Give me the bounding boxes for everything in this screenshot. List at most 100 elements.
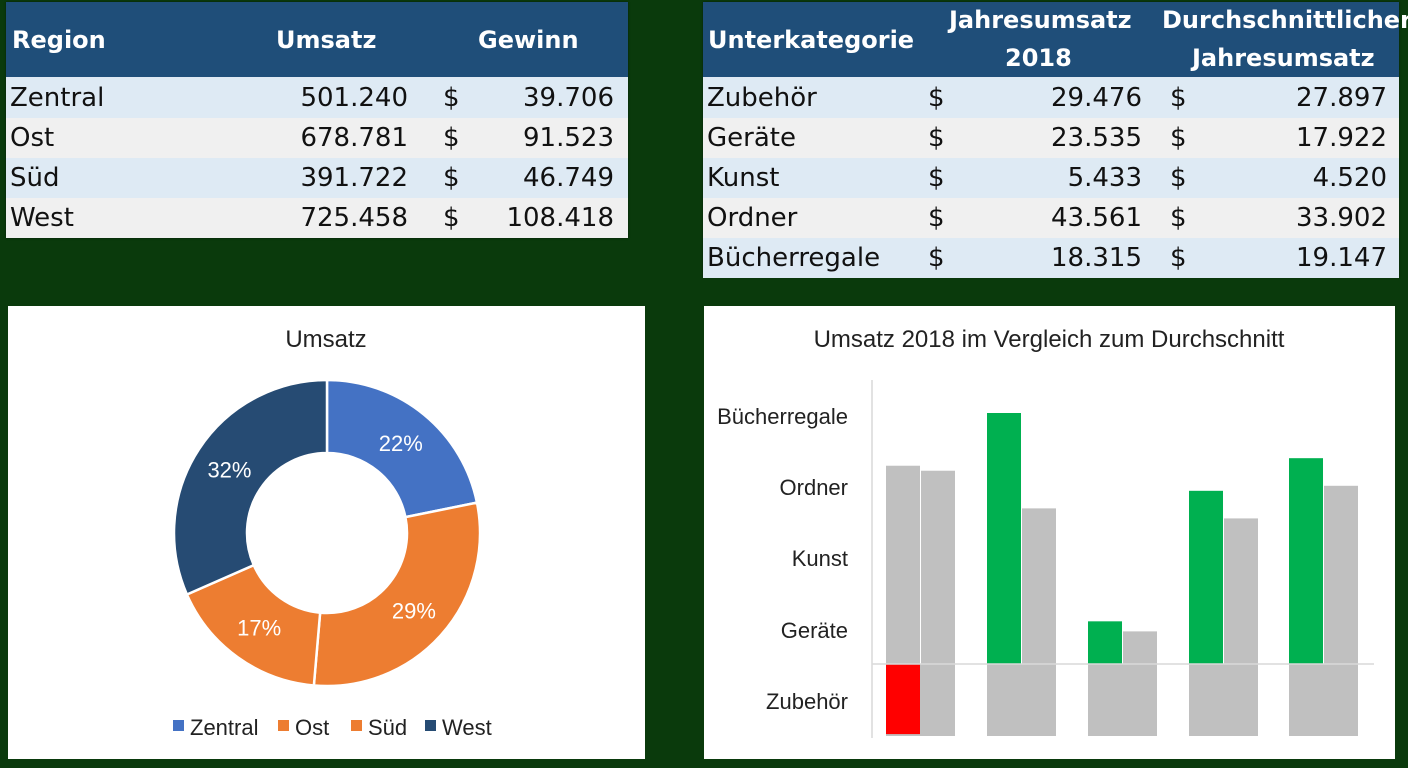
currency-sign: $ — [928, 203, 945, 233]
legend-swatch — [173, 720, 184, 731]
region-name: Ost — [10, 123, 55, 153]
subcat-name: Zubehör — [707, 83, 817, 113]
table-row: West 725.458 $ 108.418 — [6, 198, 628, 238]
donut-slice-zentral — [325, 378, 479, 519]
currency-sign: $ — [443, 123, 460, 153]
bar-average — [1224, 518, 1258, 664]
region-name: Süd — [10, 163, 60, 193]
bar-average — [1324, 485, 1358, 664]
bar-chart: Umsatz 2018 im Vergleich zum Durchschnit… — [717, 326, 1374, 738]
bar-2018-backdrop — [886, 465, 920, 664]
currency-sign: $ — [443, 203, 460, 233]
subcat-name: Kunst — [707, 163, 780, 193]
header-gewinn: Gewinn — [478, 26, 579, 54]
bar-average — [921, 470, 955, 664]
bar-2018 — [886, 664, 920, 735]
region-table-header: Region Umsatz Gewinn — [6, 2, 628, 77]
background-bar — [1189, 664, 1258, 736]
donut-chart: Umsatz 22% 29% 17% 32% Zentral Ost Süd West — [172, 326, 492, 740]
background-bar — [987, 664, 1056, 736]
chart-title: Umsatz — [285, 326, 366, 353]
region-umsatz: 725.458 — [300, 203, 408, 233]
header-durchschnitt-line1: Durchschnittlicher — [1162, 6, 1408, 34]
data-label: 29% — [392, 599, 436, 624]
background-bar — [1088, 664, 1157, 736]
subcat-name: Ordner — [707, 203, 798, 233]
header-jahresumsatz-line1: Jahresumsatz — [949, 6, 1132, 34]
region-umsatz: 678.781 — [300, 123, 408, 153]
subcat-2018: 23.535 — [1051, 123, 1142, 153]
region-gewinn: 108.418 — [506, 203, 614, 233]
subcat-2018: 18.315 — [1051, 243, 1142, 273]
bar-chart-card: Umsatz 2018 im Vergleich zum Durchschnit… — [704, 306, 1395, 759]
table-row: Geräte $ 23.535 $ 17.922 — [703, 118, 1399, 158]
currency-sign: $ — [928, 163, 945, 193]
legend-label: Süd — [368, 715, 407, 740]
currency-sign: $ — [443, 83, 460, 113]
subcat-avg: 33.902 — [1296, 203, 1387, 233]
region-gewinn: 39.706 — [523, 83, 614, 113]
table-row: Zubehör $ 29.476 $ 27.897 — [703, 78, 1399, 118]
currency-sign: $ — [1170, 243, 1187, 273]
table-row: Bücherregale $ 18.315 $ 19.147 — [703, 238, 1399, 278]
region-name: Zentral — [10, 83, 105, 113]
subcat-avg: 4.520 — [1312, 163, 1387, 193]
region-name: West — [10, 203, 74, 233]
header-unterkategorie: Unterkategorie — [708, 26, 915, 54]
bar-average — [1022, 508, 1056, 664]
region-gewinn: 46.749 — [523, 163, 614, 193]
currency-sign: $ — [928, 243, 945, 273]
y-tick-label: Zubehör — [766, 689, 848, 714]
table-row: Kunst $ 5.433 $ 4.520 — [703, 158, 1399, 198]
y-tick-label: Kunst — [792, 546, 848, 571]
legend-swatch — [425, 720, 436, 731]
y-tick-label: Bücherregale — [717, 404, 848, 429]
bar-2018 — [987, 413, 1021, 664]
table-row: Ost 678.781 $ 91.523 — [6, 118, 628, 158]
currency-sign: $ — [1170, 163, 1187, 193]
region-table: Region Umsatz Gewinn Zentral 501.240 $ 3… — [6, 2, 628, 238]
subcat-avg: 19.147 — [1296, 243, 1387, 273]
data-label: 32% — [207, 457, 251, 482]
legend-label: Zentral — [190, 715, 258, 740]
bar-2018 — [1088, 621, 1122, 664]
table-row: Süd 391.722 $ 46.749 — [6, 158, 628, 198]
data-label: 17% — [237, 616, 281, 641]
region-umsatz: 391.722 — [300, 163, 408, 193]
donut-chart-card: Umsatz 22% 29% 17% 32% Zentral Ost Süd West — [8, 306, 645, 759]
background-bar — [1289, 664, 1358, 736]
data-label: 22% — [379, 431, 423, 456]
header-region: Region — [12, 26, 106, 54]
subcat-2018: 43.561 — [1051, 203, 1142, 233]
y-tick-label: Ordner — [780, 475, 848, 500]
donut-slice-ost — [312, 501, 482, 688]
subcategory-table: Unterkategorie Jahresumsatz 2018 Durchsc… — [703, 2, 1408, 278]
table-row: Ordner $ 43.561 $ 33.902 — [703, 198, 1399, 238]
subcategory-table-header: Unterkategorie Jahresumsatz 2018 Durchsc… — [703, 2, 1408, 77]
region-umsatz: 501.240 — [300, 83, 408, 113]
bar-2018 — [1189, 490, 1223, 664]
subcat-avg: 27.897 — [1296, 83, 1387, 113]
donut-slice-west — [172, 378, 329, 597]
bar-average — [1123, 631, 1157, 664]
legend-label: West — [442, 715, 492, 740]
currency-sign: $ — [443, 163, 460, 193]
currency-sign: $ — [928, 83, 945, 113]
y-tick-label: Geräte — [781, 618, 848, 643]
legend-swatch — [351, 720, 362, 731]
subcat-name: Geräte — [707, 123, 796, 153]
legend-swatch — [278, 720, 289, 731]
subcat-name: Bücherregale — [707, 243, 881, 273]
header-durchschnitt-line2: Jahresumsatz — [1192, 44, 1375, 72]
currency-sign: $ — [1170, 123, 1187, 153]
bar-2018 — [1289, 458, 1323, 664]
chart-title: Umsatz 2018 im Vergleich zum Durchschnit… — [814, 326, 1285, 353]
currency-sign: $ — [1170, 203, 1187, 233]
currency-sign: $ — [1170, 83, 1187, 113]
region-gewinn: 91.523 — [523, 123, 614, 153]
header-jahresumsatz-line2: 2018 — [1005, 44, 1072, 72]
subcat-avg: 17.922 — [1296, 123, 1387, 153]
subcat-2018: 5.433 — [1067, 163, 1142, 193]
table-row: Zentral 501.240 $ 39.706 — [6, 78, 628, 118]
currency-sign: $ — [928, 123, 945, 153]
